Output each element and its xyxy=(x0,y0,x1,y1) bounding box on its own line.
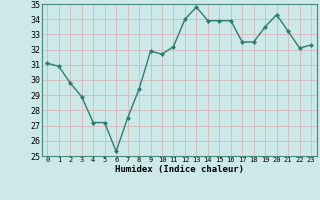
X-axis label: Humidex (Indice chaleur): Humidex (Indice chaleur) xyxy=(115,165,244,174)
